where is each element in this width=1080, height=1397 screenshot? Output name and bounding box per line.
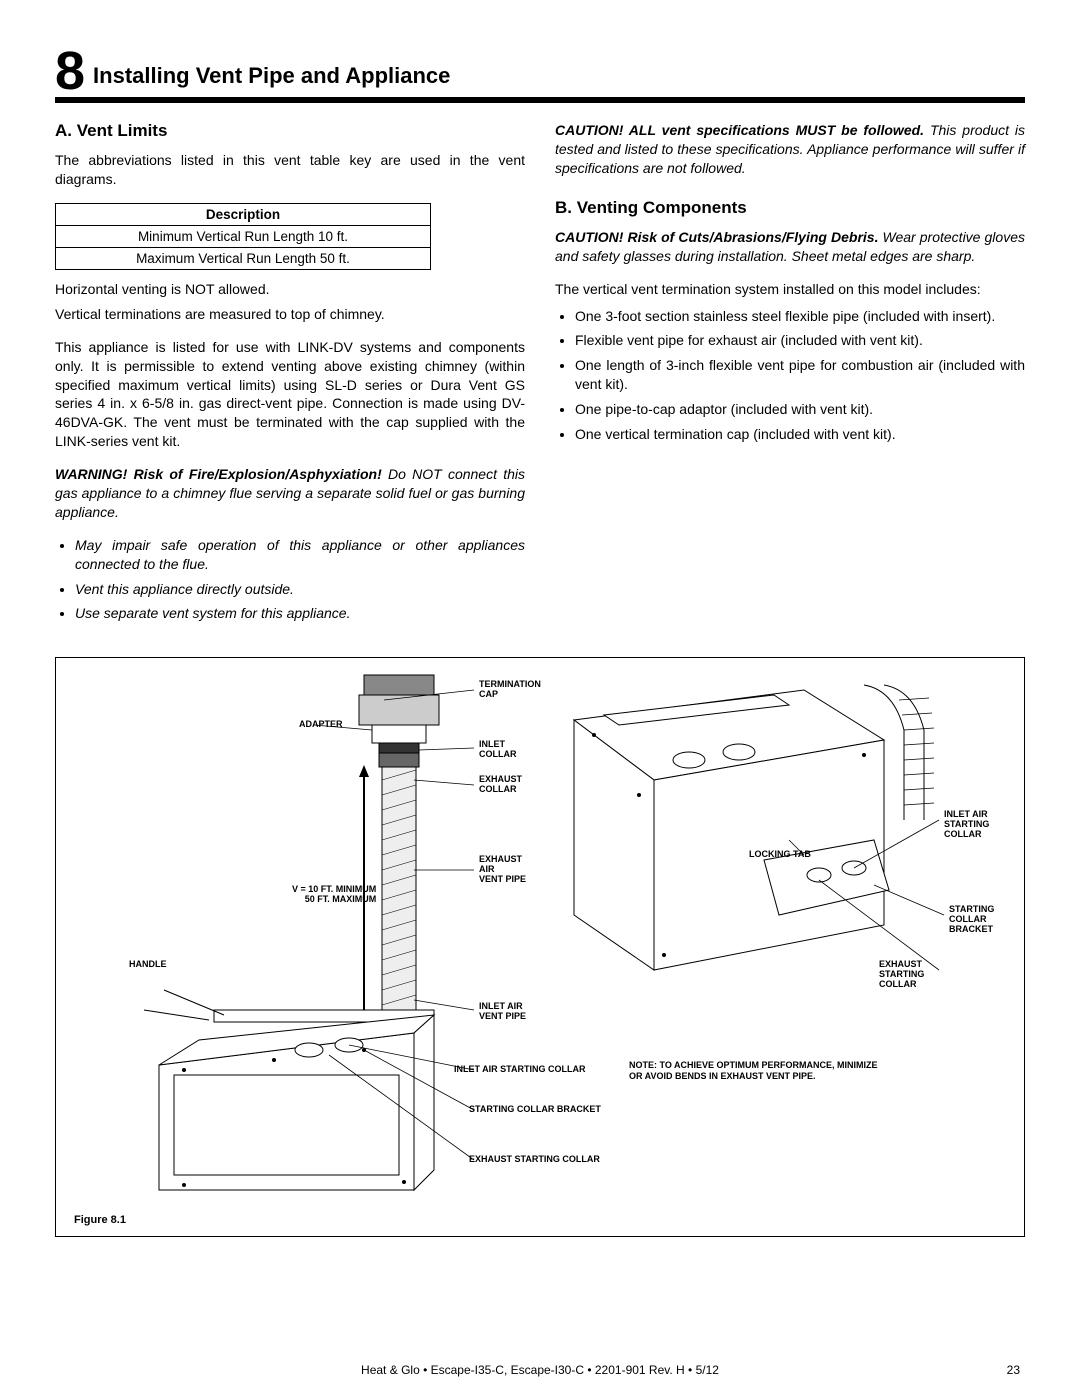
warning-lead: WARNING! Risk of Fire/Explosion/Asphyxia… bbox=[55, 466, 382, 482]
intro-text: The abbreviations listed in this vent ta… bbox=[55, 151, 525, 189]
warning-paragraph: WARNING! Risk of Fire/Explosion/Asphyxia… bbox=[55, 465, 525, 522]
diagram: TERMINATION CAP ADAPTER INLET COLLAR EXH… bbox=[74, 670, 1006, 1210]
paragraph: The vertical vent termination system ins… bbox=[555, 280, 1025, 299]
label-locking-tab: LOCKING TAB bbox=[749, 850, 811, 860]
label-exhaust-air-vent-pipe: EXHAUST AIR VENT PIPE bbox=[479, 855, 526, 885]
label-starting-collar-bracket-r: STARTING COLLAR BRACKET bbox=[949, 905, 994, 935]
caution-lead: CAUTION! ALL vent specifications MUST be… bbox=[555, 122, 924, 138]
label-exhaust-collar: EXHAUST COLLAR bbox=[479, 775, 522, 795]
heading-a: A. Vent Limits bbox=[55, 121, 525, 141]
label-adapter: ADAPTER bbox=[299, 720, 343, 730]
warning-bullets: May impair safe operation of this applia… bbox=[55, 536, 525, 624]
paragraph: Horizontal venting is NOT allowed. bbox=[55, 280, 525, 299]
list-item: One pipe-to-cap adaptor (included with v… bbox=[575, 400, 1025, 419]
label-starting-collar-bracket: STARTING COLLAR BRACKET bbox=[469, 1105, 601, 1115]
label-v-spec: V = 10 FT. MINIMUM 50 FT. MAXIMUM bbox=[292, 885, 376, 905]
paragraph: This appliance is listed for use with LI… bbox=[55, 338, 525, 451]
figure-note: NOTE: TO ACHIEVE OPTIMUM PERFORMANCE, MI… bbox=[629, 1060, 889, 1082]
table-header: Description bbox=[56, 203, 431, 225]
label-termination-cap: TERMINATION CAP bbox=[479, 680, 541, 700]
section-number: 8 bbox=[55, 50, 85, 93]
table-row: Minimum Vertical Run Length 10 ft. bbox=[56, 225, 431, 247]
caution-paragraph: CAUTION! Risk of Cuts/Abrasions/Flying D… bbox=[555, 228, 1025, 266]
label-handle: HANDLE bbox=[129, 960, 167, 970]
label-inlet-air-starting-collar-r: INLET AIR STARTING COLLAR bbox=[944, 810, 989, 840]
list-item: May impair safe operation of this applia… bbox=[75, 536, 525, 574]
label-inlet-air-starting-collar: INLET AIR STARTING COLLAR bbox=[454, 1065, 586, 1075]
label-inlet-air-vent-pipe: INLET AIR VENT PIPE bbox=[479, 1002, 526, 1022]
left-column: A. Vent Limits The abbreviations listed … bbox=[55, 121, 525, 637]
list-item: One length of 3-inch flexible vent pipe … bbox=[575, 356, 1025, 394]
list-item: Flexible vent pipe for exhaust air (incl… bbox=[575, 331, 1025, 350]
list-item: Use separate vent system for this applia… bbox=[75, 604, 525, 623]
label-inlet-collar: INLET COLLAR bbox=[479, 740, 517, 760]
left-assembly-svg bbox=[114, 670, 494, 1210]
list-item: Vent this appliance directly outside. bbox=[75, 580, 525, 599]
label-exhaust-starting-collar: EXHAUST STARTING COLLAR bbox=[469, 1155, 600, 1165]
figure-caption: Figure 8.1 bbox=[74, 1214, 126, 1226]
caution-paragraph: CAUTION! ALL vent specifications MUST be… bbox=[555, 121, 1025, 178]
right-column: CAUTION! ALL vent specifications MUST be… bbox=[555, 121, 1025, 637]
right-assembly-svg bbox=[544, 680, 994, 1050]
two-column-layout: A. Vent Limits The abbreviations listed … bbox=[55, 121, 1025, 637]
vent-limits-table: Description Minimum Vertical Run Length … bbox=[55, 203, 431, 270]
header-rule bbox=[55, 97, 1025, 103]
components-bullets: One 3-foot section stainless steel flexi… bbox=[555, 307, 1025, 444]
footer-text: Heat & Glo • Escape-I35-C, Escape-I30-C … bbox=[0, 1363, 1080, 1377]
section-title: Installing Vent Pipe and Appliance bbox=[93, 63, 450, 93]
section-header: 8 Installing Vent Pipe and Appliance bbox=[55, 50, 1025, 93]
heading-b: B. Venting Components bbox=[555, 198, 1025, 218]
page-number: 23 bbox=[1007, 1363, 1020, 1377]
paragraph: Vertical terminations are measured to to… bbox=[55, 305, 525, 324]
list-item: One 3-foot section stainless steel flexi… bbox=[575, 307, 1025, 326]
list-item: One vertical termination cap (included w… bbox=[575, 425, 1025, 444]
caution-lead: CAUTION! Risk of Cuts/Abrasions/Flying D… bbox=[555, 229, 878, 245]
table-row: Maximum Vertical Run Length 50 ft. bbox=[56, 247, 431, 269]
label-exhaust-starting-collar-r: EXHAUST STARTING COLLAR bbox=[879, 960, 924, 990]
figure-box: TERMINATION CAP ADAPTER INLET COLLAR EXH… bbox=[55, 657, 1025, 1237]
